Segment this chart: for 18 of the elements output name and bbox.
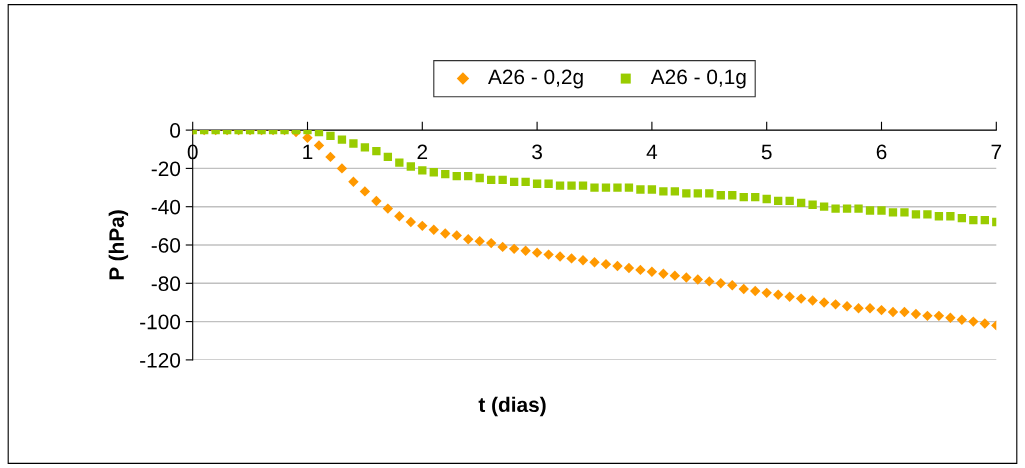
y-tick-label: -80 (151, 276, 181, 292)
x-tick-label: 4 (646, 144, 658, 160)
x-tick-label: 7 (991, 144, 1002, 160)
x-tick-label: 5 (761, 144, 772, 160)
y-tick-label: -40 (151, 199, 181, 215)
x-tick-label: 6 (876, 144, 887, 160)
legend-label: A26 - 0,1g (650, 69, 746, 89)
legend-label: A26 - 0,2g (488, 69, 583, 89)
x-axis-title: t (dias) (478, 396, 546, 417)
x-tick-label: 3 (532, 144, 542, 160)
y-tick-label: -100 (140, 314, 181, 330)
y-axis-title: P (hPa) (108, 210, 129, 280)
x-tick-label: 2 (417, 144, 428, 160)
x-tick-label: 1 (303, 144, 313, 160)
y-tick-label: -60 (151, 238, 181, 253)
y-tick-label: -120 (140, 352, 181, 368)
y-tick-label: -20 (151, 161, 181, 177)
y-tick-label: 0 (170, 123, 181, 138)
